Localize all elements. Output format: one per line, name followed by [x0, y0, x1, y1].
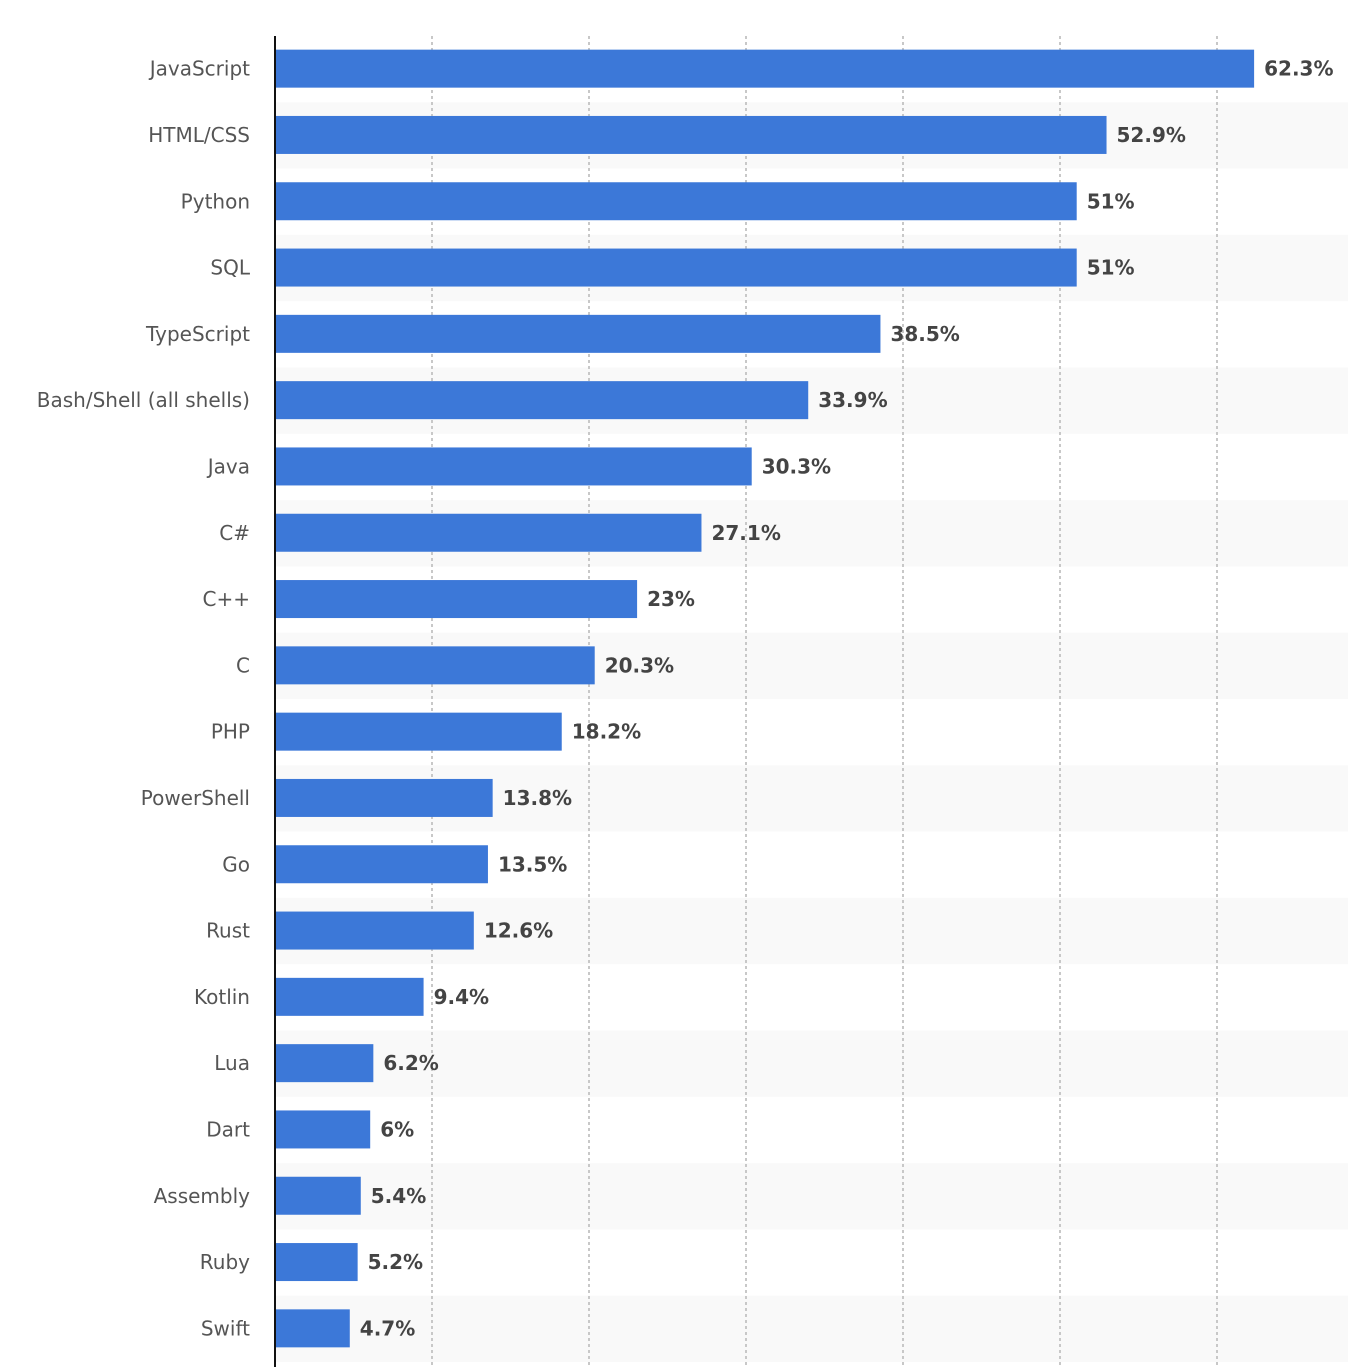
- row-stripe: [276, 1163, 1348, 1230]
- category-label: Bash/Shell (all shells): [37, 388, 250, 412]
- category-label: PHP: [211, 720, 250, 744]
- category-label: Java: [206, 454, 250, 478]
- category-label: Kotlin: [194, 985, 250, 1009]
- bar: [276, 182, 1077, 221]
- value-label: 33.9%: [818, 388, 887, 412]
- value-label: 5.4%: [371, 1184, 426, 1208]
- category-label: C++: [203, 587, 250, 611]
- value-label: 23%: [647, 587, 695, 611]
- row-stripe: [276, 1295, 1348, 1362]
- bar: [276, 115, 1107, 154]
- value-label: 12.6%: [484, 919, 553, 943]
- value-label: 20.3%: [605, 653, 674, 677]
- value-label: 51%: [1087, 189, 1135, 213]
- value-label: 13.8%: [503, 786, 572, 810]
- bar: [276, 1044, 374, 1083]
- bar: [276, 248, 1077, 287]
- category-label: Ruby: [200, 1250, 250, 1274]
- category-label: HTML/CSS: [148, 123, 250, 147]
- value-label: 38.5%: [890, 322, 959, 346]
- row-stripe: [276, 1030, 1348, 1097]
- category-label: Lua: [214, 1051, 250, 1075]
- category-label: C#: [219, 521, 250, 545]
- category-label: C: [236, 653, 250, 677]
- category-label: PowerShell: [141, 786, 250, 810]
- category-label: Assembly: [154, 1184, 251, 1208]
- bar: [276, 381, 809, 420]
- bar: [276, 977, 424, 1016]
- value-label: 5.2%: [368, 1250, 423, 1274]
- value-label: 30.3%: [762, 454, 831, 478]
- bar: [276, 49, 1255, 88]
- value-label: 27.1%: [711, 521, 780, 545]
- bar: [276, 778, 493, 817]
- value-label: 6%: [380, 1117, 414, 1141]
- value-label: 9.4%: [434, 985, 489, 1009]
- bar: [276, 1176, 361, 1215]
- category-label: SQL: [210, 256, 250, 280]
- bar: [276, 1309, 350, 1348]
- category-label: Python: [181, 189, 250, 213]
- value-label: 51%: [1087, 256, 1135, 280]
- value-label: 62.3%: [1264, 57, 1333, 81]
- bar: [276, 314, 881, 353]
- bar: [276, 646, 595, 685]
- bar: [276, 1243, 358, 1282]
- category-label: Rust: [206, 919, 250, 943]
- bar: [276, 447, 752, 486]
- bar: [276, 580, 638, 619]
- value-label: 52.9%: [1117, 123, 1186, 147]
- bar: [276, 911, 474, 950]
- value-label: 4.7%: [360, 1316, 415, 1340]
- category-label: TypeScript: [145, 322, 250, 346]
- category-label: Go: [222, 852, 250, 876]
- value-label: 6.2%: [383, 1051, 438, 1075]
- category-label: Dart: [206, 1117, 250, 1141]
- bar: [276, 845, 488, 884]
- category-label: JavaScript: [148, 57, 250, 81]
- bar: [276, 712, 562, 751]
- value-label: 18.2%: [572, 720, 641, 744]
- bar: [276, 513, 702, 552]
- bar: [276, 1110, 371, 1149]
- category-label: Swift: [201, 1316, 250, 1340]
- value-label: 13.5%: [498, 852, 567, 876]
